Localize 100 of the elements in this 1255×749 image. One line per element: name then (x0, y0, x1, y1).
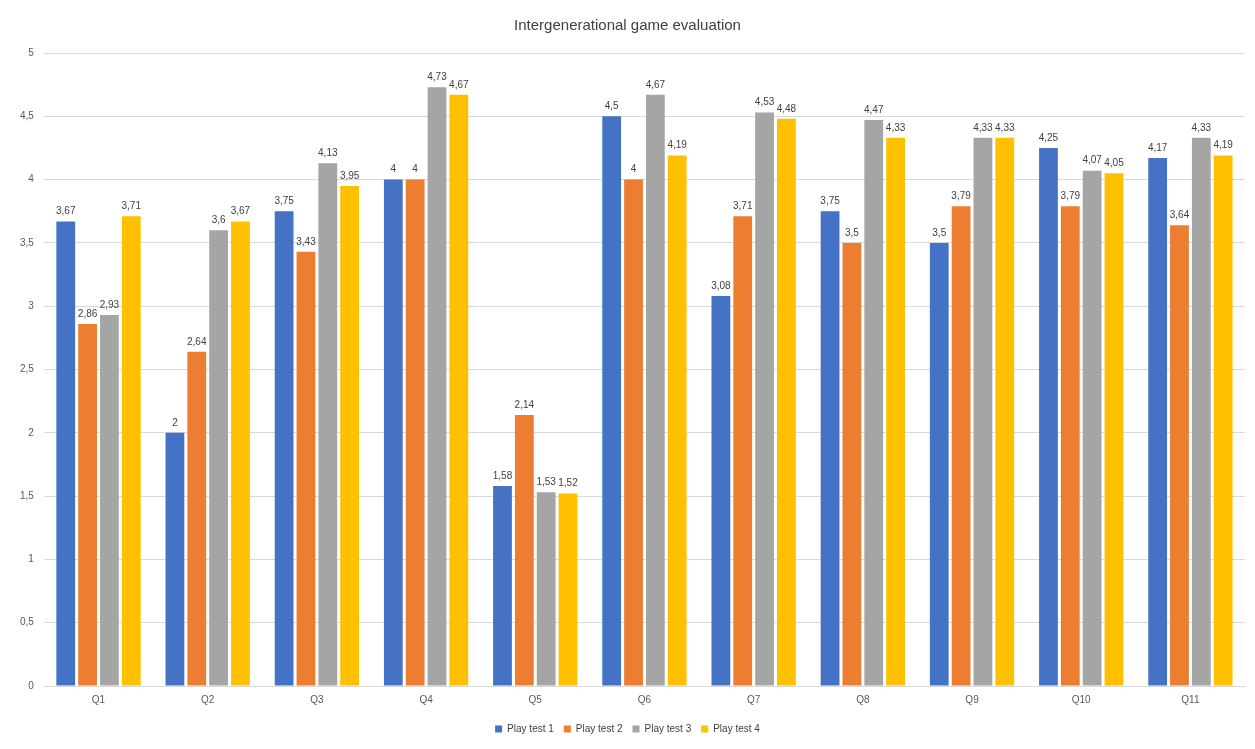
bar (973, 137, 993, 686)
y-tick-label: 2 (28, 426, 35, 438)
bar (340, 185, 360, 686)
bar (1213, 155, 1233, 686)
data-label: 2,93 (99, 298, 120, 310)
data-label: 4,19 (1213, 139, 1234, 151)
data-label: 4,48 (776, 102, 797, 114)
data-label: 2,86 (77, 307, 98, 319)
bar (493, 485, 512, 686)
data-label: 3,75 (820, 195, 841, 206)
bar (187, 351, 207, 686)
x-tick-label: Q2 (201, 693, 215, 705)
bar (755, 112, 774, 686)
bar (165, 432, 185, 686)
data-label: 4 (390, 163, 397, 175)
data-label: 3,75 (274, 195, 295, 206)
data-label: 4,67 (645, 78, 666, 90)
bar (558, 493, 578, 686)
bar (1148, 158, 1168, 686)
data-label: 3,79 (1060, 189, 1081, 201)
bar (624, 179, 643, 686)
y-tick-label: 2,5 (20, 363, 35, 375)
bar (427, 87, 447, 686)
data-label: 3,08 (711, 279, 732, 291)
legend-label: Play test 3 (644, 722, 692, 734)
bar (536, 492, 556, 686)
y-tick-label: 3 (28, 299, 35, 311)
bar (274, 211, 294, 686)
bar (1082, 170, 1102, 686)
bar (1039, 147, 1058, 686)
bar (121, 216, 141, 686)
data-label: 4 (630, 163, 637, 175)
data-label: 4,33 (1191, 121, 1212, 133)
data-label: 3,71 (121, 200, 142, 212)
bar (602, 116, 622, 686)
y-tick-label: 0,5 (20, 616, 35, 628)
y-tick-label: 0 (28, 679, 35, 691)
x-tick-label: Q10 (1071, 693, 1092, 705)
data-label: 3,6 (211, 213, 226, 225)
bar (209, 230, 228, 686)
x-tick-label: Q8 (856, 693, 870, 705)
bar (78, 323, 97, 686)
data-label: 3,5 (844, 226, 860, 238)
data-label: 3,79 (951, 189, 972, 201)
bar (383, 179, 403, 686)
data-label: 4,33 (885, 121, 906, 133)
x-tick-label: Q5 (528, 693, 543, 705)
bar (777, 118, 796, 686)
bar (711, 296, 731, 686)
bar (820, 211, 840, 686)
x-tick-label: Q7 (746, 693, 761, 705)
data-label: 2,14 (514, 398, 535, 410)
data-label: 4,05 (1104, 157, 1125, 169)
y-tick-label: 1 (28, 553, 35, 565)
bar (951, 206, 971, 686)
data-label: 3,5 (932, 226, 947, 238)
data-label: 3,64 (1169, 208, 1190, 220)
data-label: 3,67 (230, 205, 251, 217)
bar (514, 415, 534, 686)
data-label: 2 (172, 416, 179, 428)
data-label: 2,64 (187, 335, 207, 347)
legend-label: Play test 2 (575, 722, 623, 734)
x-tick-label: Q9 (965, 693, 980, 705)
bar (929, 242, 949, 686)
data-label: 4,19 (667, 139, 688, 151)
bar (645, 94, 665, 686)
bar (100, 315, 119, 686)
chart-title: Intergenerational game evaluation (514, 16, 741, 34)
data-label: 4,67 (449, 78, 469, 90)
data-label: 3,71 (732, 200, 753, 212)
bar (56, 221, 76, 686)
data-label: 4,13 (318, 146, 338, 158)
x-tick-label: Q3 (310, 693, 324, 705)
bar (1170, 225, 1189, 686)
x-tick-label: Q1 (91, 693, 106, 705)
bar (449, 94, 469, 686)
data-label: 1,53 (536, 476, 557, 488)
data-label: 4,33 (995, 121, 1015, 133)
y-tick-label: 5 (28, 46, 35, 58)
data-label: 4,17 (1147, 141, 1168, 153)
bar (1191, 137, 1211, 686)
data-label: 4,25 (1038, 131, 1059, 143)
x-tick-label: Q11 (1181, 693, 1200, 705)
bar (995, 137, 1015, 686)
data-label: 4,53 (754, 96, 775, 108)
bar (405, 179, 425, 686)
bar (1060, 206, 1080, 686)
y-tick-label: 4,5 (20, 110, 35, 122)
x-tick-label: Q6 (637, 693, 652, 705)
data-label: 3,95 (339, 169, 360, 181)
data-label: 3,67 (56, 205, 76, 217)
bar (886, 137, 905, 686)
bar (733, 216, 753, 686)
data-label: 4,5 (604, 100, 620, 112)
data-label: 4,33 (973, 121, 994, 133)
data-label: 4 (412, 163, 419, 175)
bar (318, 163, 338, 686)
data-label: 4,47 (864, 103, 884, 115)
bar (1104, 173, 1124, 686)
data-label: 1,58 (492, 469, 513, 481)
